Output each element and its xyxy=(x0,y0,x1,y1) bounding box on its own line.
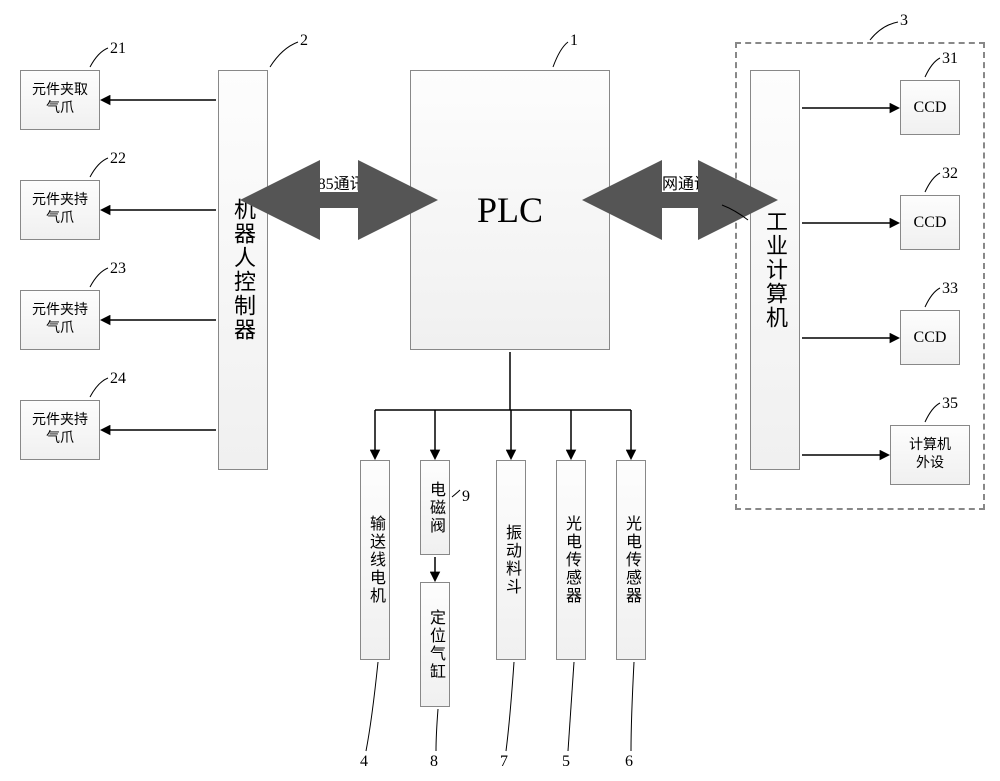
ccd-block-2: CCD xyxy=(900,195,960,250)
vibration-hopper-block: 振动料斗 xyxy=(496,460,526,660)
gripper-block-3: 元件夹持 气爪 xyxy=(20,290,100,350)
gripper-label: 元件夹持 气爪 xyxy=(32,192,88,228)
locating-cylinder-label: 定位气缸 xyxy=(423,609,447,681)
solenoid-valve-label: 电磁阀 xyxy=(423,481,447,535)
industrial-pc-label: 工业计算机 xyxy=(759,210,791,330)
ccd-label: CCD xyxy=(914,214,947,232)
num-2: 2 xyxy=(300,32,308,50)
gripper-label: 元件夹取 气爪 xyxy=(32,82,88,118)
num-5: 5 xyxy=(562,753,570,771)
ethernet-label: 以太网通讯 xyxy=(630,170,710,194)
num-31: 31 xyxy=(942,50,958,68)
num-3: 3 xyxy=(900,12,908,30)
ccd-label: CCD xyxy=(914,99,947,117)
num-4: 4 xyxy=(360,753,368,771)
robot-controller-label: 机器人控制器 xyxy=(227,198,259,342)
solenoid-valve-block: 电磁阀 xyxy=(420,460,450,555)
gripper-block-2: 元件夹持 气爪 xyxy=(20,180,100,240)
ccd-block-3: CCD xyxy=(900,310,960,365)
industrial-pc-block: 工业计算机 xyxy=(750,70,800,470)
pc-peripheral-label: 计算机 外设 xyxy=(909,437,951,473)
ccd-block-1: CCD xyxy=(900,80,960,135)
num-33: 33 xyxy=(942,280,958,298)
num-6: 6 xyxy=(625,753,633,771)
gripper-block-1: 元件夹取 气爪 xyxy=(20,70,100,130)
num-7: 7 xyxy=(500,753,508,771)
robot-controller-block: 机器人控制器 xyxy=(218,70,268,470)
ccd-label: CCD xyxy=(914,329,947,347)
conveyor-motor-label: 输送线电机 xyxy=(363,515,387,605)
num-23: 23 xyxy=(110,260,126,278)
vibration-hopper-label: 振动料斗 xyxy=(499,524,523,596)
plc-label: PLC xyxy=(477,189,543,231)
num-35: 35 xyxy=(942,395,958,413)
photo-sensor-label: 光电传感器 xyxy=(559,515,583,605)
photo-sensor-label: 光电传感器 xyxy=(619,515,643,605)
num-22: 22 xyxy=(110,150,126,168)
num-1: 1 xyxy=(570,32,578,50)
rs485-label: RS485通讯 xyxy=(290,170,366,194)
pc-peripheral-block: 计算机 外设 xyxy=(890,425,970,485)
plc-block: PLC xyxy=(410,70,610,350)
num-34: 34 xyxy=(715,195,731,213)
locating-cylinder-block: 定位气缸 xyxy=(420,582,450,707)
num-21: 21 xyxy=(110,40,126,58)
num-9: 9 xyxy=(462,488,470,506)
num-32: 32 xyxy=(942,165,958,183)
gripper-label: 元件夹持 气爪 xyxy=(32,412,88,448)
conveyor-motor-block: 输送线电机 xyxy=(360,460,390,660)
gripper-label: 元件夹持 气爪 xyxy=(32,302,88,338)
num-8: 8 xyxy=(430,753,438,771)
photo-sensor-block-1: 光电传感器 xyxy=(556,460,586,660)
photo-sensor-block-2: 光电传感器 xyxy=(616,460,646,660)
gripper-block-4: 元件夹持 气爪 xyxy=(20,400,100,460)
num-24: 24 xyxy=(110,370,126,388)
